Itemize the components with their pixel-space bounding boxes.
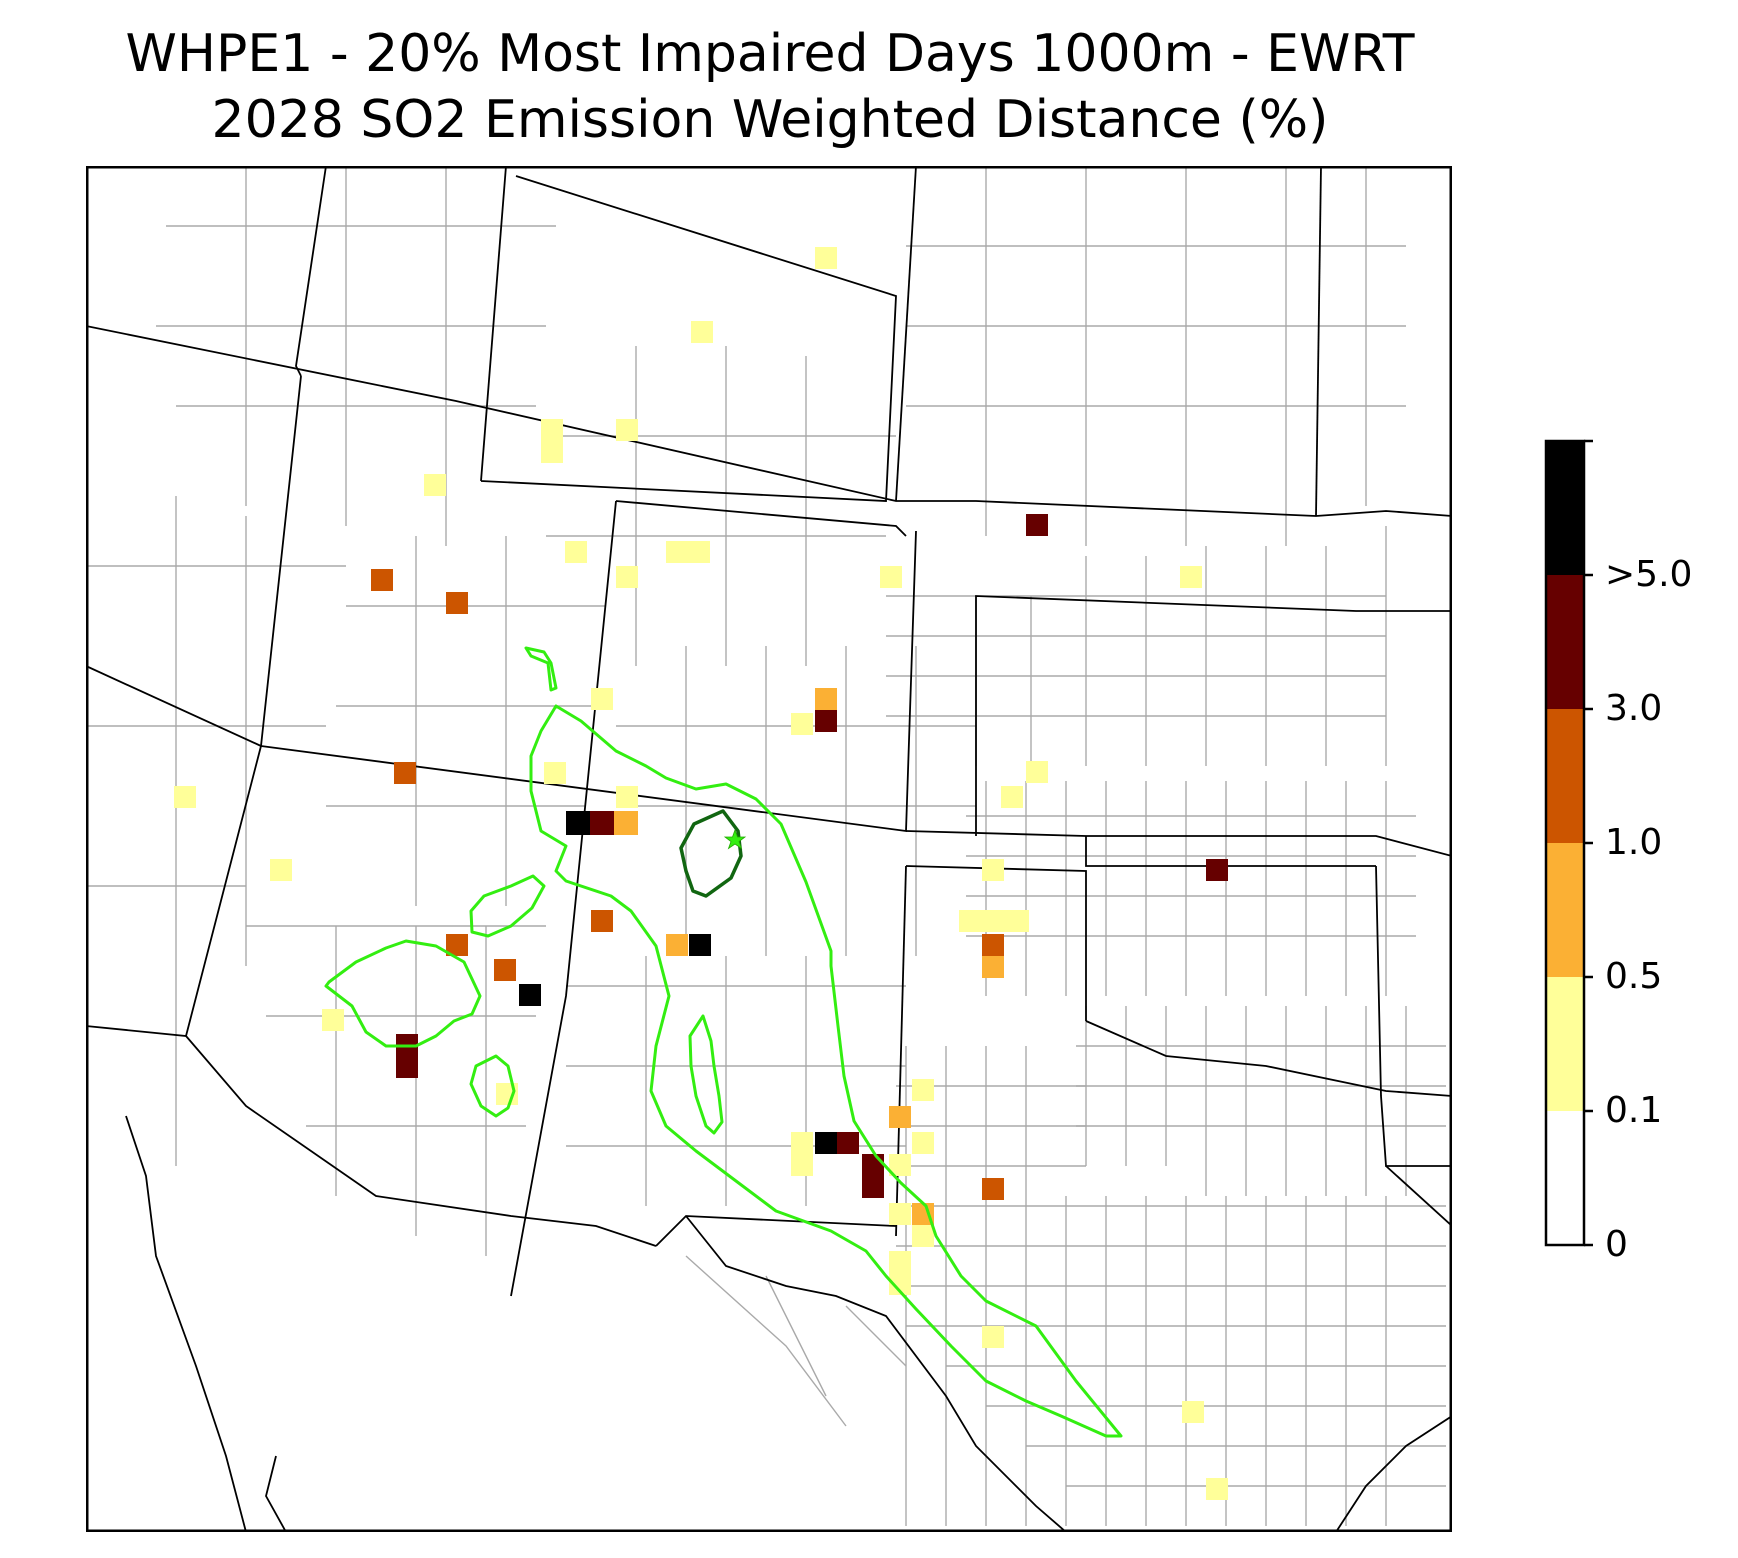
emission-cell: [591, 688, 613, 710]
emission-cell: [446, 592, 468, 614]
emission-cell: [590, 811, 614, 835]
inner-contour: [679, 809, 743, 898]
emission-cell: [1206, 1478, 1228, 1500]
colorbar-label: >5.0: [1605, 554, 1693, 595]
colorbar-label: 0: [1605, 1224, 1628, 1265]
emission-cell: [1001, 786, 1023, 808]
emission-cell: [496, 1083, 518, 1105]
emission-cell: [791, 713, 813, 735]
emission-cell: [862, 1154, 884, 1198]
emission-cell: [889, 1203, 911, 1225]
emission-cell: [1026, 514, 1048, 536]
emission-cell: [691, 321, 713, 343]
emission-cell: [591, 910, 613, 932]
colorbar-bin-3-5: [1546, 575, 1584, 709]
colorbar-label: 0.1: [1605, 1090, 1663, 1131]
colorbar-label: 3.0: [1605, 688, 1663, 729]
colorbar-bin-1-3: [1546, 709, 1584, 843]
emission-cell: [982, 934, 1004, 956]
emission-cell: [666, 541, 710, 563]
emission-cell: [912, 1225, 934, 1247]
colorbar-bin-gt5: [1546, 441, 1584, 575]
colorbar-label: 0.5: [1605, 956, 1663, 997]
colorbar-bin-01-05: [1546, 977, 1584, 1111]
emission-cell: [959, 910, 1029, 932]
emission-cell: [1180, 566, 1202, 588]
emission-cell: [689, 934, 711, 956]
emission-cell: [666, 934, 688, 956]
map-panel: [86, 166, 1452, 1532]
outer-contour: [324, 646, 1123, 1438]
emission-cell: [889, 1106, 911, 1128]
emission-cell: [1206, 859, 1228, 881]
colorbar-scale: [1544, 439, 1593, 1247]
emission-cell: [424, 474, 446, 496]
colorbar-bin-05-1: [1546, 843, 1584, 977]
emission-cell: [815, 688, 837, 710]
colorbar-bin-0-01: [1546, 1111, 1584, 1245]
emission-cell: [566, 811, 590, 835]
chart-subtitle: 2028 SO2 Emission Weighted Distance (%): [211, 90, 1329, 150]
emission-cell: [912, 1079, 934, 1101]
emission-cell: [616, 566, 638, 588]
colorbar: >5.0 3.0 1.0 0.5 0.1 0: [1535, 430, 1725, 1280]
emission-cell: [815, 1132, 837, 1154]
emission-cell: [1182, 1401, 1204, 1423]
emission-cell: [519, 984, 541, 1006]
colorbar-ticks: [1584, 439, 1593, 1247]
emission-cell: [880, 566, 902, 588]
emission-cell: [912, 1132, 934, 1154]
emission-cell: [565, 541, 587, 563]
emission-cell: [982, 1326, 1004, 1348]
emission-cell: [446, 934, 468, 956]
colorbar-label: 1.0: [1605, 822, 1663, 863]
emission-cell: [1026, 761, 1048, 783]
emission-cell: [791, 1132, 813, 1176]
emission-cell: [544, 762, 566, 784]
site-star: [723, 828, 747, 850]
emission-cell: [815, 247, 837, 269]
emission-cell: [616, 786, 638, 808]
emission-cell: [982, 1178, 1004, 1200]
emission-cell: [494, 959, 516, 981]
emission-cell: [174, 786, 196, 808]
emission-cell: [982, 956, 1004, 978]
emission-cell: [889, 1251, 911, 1295]
state-borders: [86, 166, 1452, 1532]
emission-cell: [371, 569, 393, 591]
emission-cell: [270, 859, 292, 881]
emission-cell: [815, 710, 837, 732]
emission-cell: [394, 762, 416, 784]
chart-title: WHPE1 - 20% Most Impaired Days 1000m - E…: [125, 24, 1415, 84]
emission-cell: [912, 1203, 934, 1225]
emission-cell: [616, 419, 638, 441]
emission-cell: [889, 1154, 911, 1176]
emission-cell: [322, 1009, 344, 1031]
emission-cell: [396, 1034, 418, 1078]
emission-cell: [837, 1132, 859, 1154]
emission-cell: [541, 419, 563, 463]
emission-cell: [614, 811, 638, 835]
emission-cell: [982, 859, 1004, 881]
